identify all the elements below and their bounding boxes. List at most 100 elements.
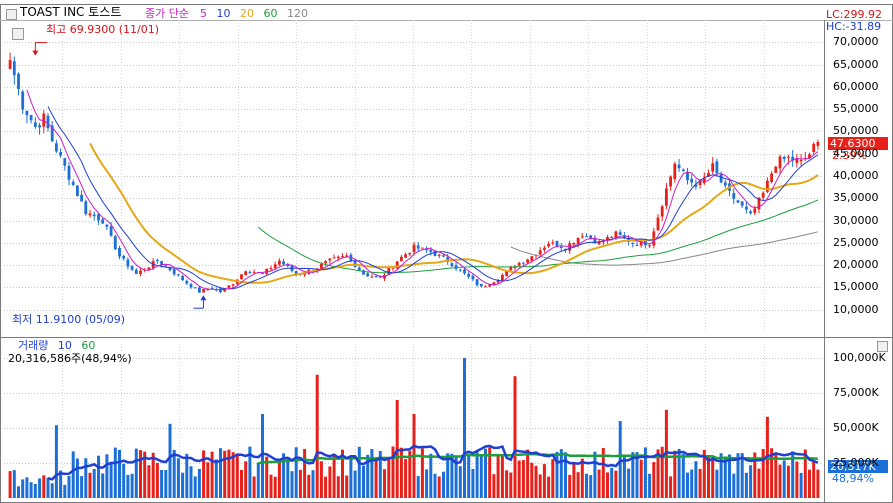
candle-body: [711, 163, 715, 172]
volume-bar: [471, 469, 475, 498]
volume-bar: [496, 454, 500, 498]
candle-body: [677, 164, 681, 169]
volume-bar: [597, 469, 601, 498]
candle-body: [273, 264, 277, 269]
volume-bar: [513, 376, 517, 498]
price-tick-label: 55,0000: [833, 102, 879, 115]
high-marker-label: 최고 69.9300 (11/01): [46, 23, 160, 36]
candle-body: [156, 260, 159, 261]
volume-bar: [67, 475, 71, 498]
volume-bar: [370, 449, 374, 498]
volume-bar: [214, 459, 218, 498]
pane-expand-icon[interactable]: [877, 341, 888, 352]
ma-5-label: 5: [200, 7, 207, 20]
candle-body: [412, 244, 416, 253]
candle-body: [505, 270, 508, 277]
candle-body: [681, 169, 685, 171]
volume-bar: [681, 453, 685, 498]
volume-bar: [542, 464, 546, 498]
candle-body: [46, 115, 50, 129]
candle-body: [702, 177, 706, 184]
low-marker-label: 최저 11.9100 (05/09): [12, 313, 126, 326]
volume-bar: [736, 453, 740, 498]
low-marker-arrowhead: [200, 295, 207, 301]
price-tick-label: 15,0000: [833, 280, 879, 293]
candle-body: [690, 178, 694, 183]
candle-body: [799, 159, 803, 162]
volume-bar: [387, 458, 391, 498]
volume-bar: [235, 453, 239, 498]
volume-bar: [479, 454, 483, 498]
volume-bar: [492, 474, 496, 498]
volume-bar: [282, 453, 286, 498]
price-tick-label: 30,0000: [833, 214, 879, 227]
candle-body: [328, 258, 332, 261]
volume-bar: [315, 374, 319, 498]
candle-body: [593, 237, 597, 244]
candle-body: [429, 249, 433, 252]
candle-body: [320, 264, 323, 269]
volume-bar: [437, 476, 441, 498]
volume-bar: [349, 456, 353, 498]
candle-body: [488, 284, 492, 287]
volume-bar: [210, 451, 214, 498]
stock-name[interactable]: TOAST INC 토스트: [20, 5, 122, 19]
candle-body: [55, 143, 58, 152]
candle-body: [181, 276, 184, 281]
volume-bar: [433, 473, 437, 498]
candle-body: [210, 288, 214, 290]
volume-bar: [269, 474, 273, 498]
volume-bar: [88, 472, 92, 498]
volume-bar: [723, 456, 727, 498]
volume-bar: [75, 458, 79, 498]
volume-bar: [732, 473, 736, 498]
candle-body: [265, 268, 269, 274]
high-marker-arrowhead: [32, 50, 39, 56]
volume-bar: [17, 486, 20, 498]
volume-bar: [606, 472, 609, 498]
volume-bar: [341, 449, 344, 498]
volume-tick-label: 100,000K: [833, 351, 886, 364]
volume-bar: [669, 476, 673, 498]
volume-bar: [248, 446, 252, 498]
volume-bar: [446, 453, 450, 498]
candle-body: [71, 181, 75, 185]
volume-bar: [92, 469, 96, 498]
volume-bar: [580, 458, 584, 498]
ma-120-line: [510, 231, 819, 266]
candle-body: [576, 237, 580, 245]
candle-body: [278, 260, 281, 265]
price-tick-label: 60,0000: [833, 80, 879, 93]
candle-body: [189, 284, 193, 288]
volume-bar: [109, 461, 113, 498]
candle-body: [644, 240, 647, 246]
volume-bar: [391, 446, 395, 498]
volume-bar: [757, 468, 761, 498]
candle-body: [21, 91, 25, 110]
candle-body: [597, 241, 601, 245]
volume-bar: [168, 423, 172, 498]
candle-body: [610, 237, 614, 239]
volume-bar: [193, 476, 197, 498]
candle-body: [812, 143, 816, 152]
volume-bar: [564, 452, 567, 498]
volume-bar: [517, 460, 521, 498]
candle-body: [80, 194, 83, 202]
grid-icon[interactable]: [12, 28, 24, 40]
candle-body: [357, 267, 361, 271]
volume-bar: [130, 473, 134, 498]
candle-body: [559, 246, 563, 248]
volume-bar: [172, 449, 176, 498]
volume-bar: [50, 483, 54, 498]
volume-bar: [538, 474, 542, 498]
candle-body: [12, 61, 16, 76]
candle-body: [538, 250, 542, 255]
candle-body: [618, 232, 622, 235]
volume-bar: [416, 476, 420, 498]
volume-bar: [189, 466, 193, 498]
volume-bar: [256, 462, 260, 498]
candle-body: [732, 193, 736, 199]
candle-body: [231, 284, 235, 286]
ma-20-label: 20: [240, 7, 254, 20]
close-window-icon[interactable]: [6, 9, 17, 20]
